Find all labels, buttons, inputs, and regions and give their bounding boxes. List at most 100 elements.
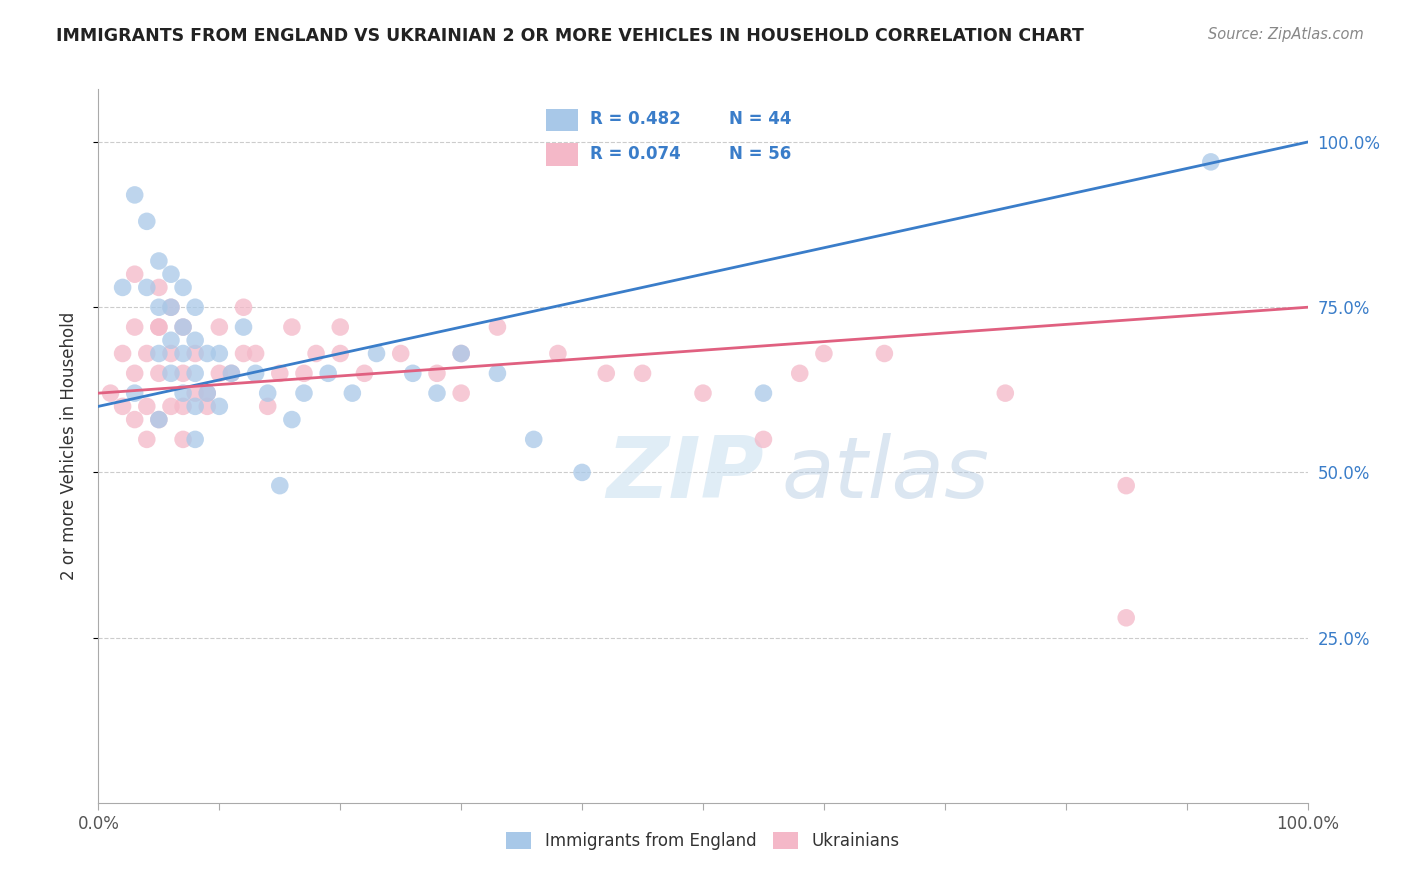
Y-axis label: 2 or more Vehicles in Household: 2 or more Vehicles in Household bbox=[59, 312, 77, 580]
Point bbox=[124, 367, 146, 381]
Point bbox=[172, 386, 194, 401]
Text: ZIP: ZIP bbox=[606, 433, 763, 516]
Point bbox=[135, 400, 157, 414]
Point bbox=[221, 367, 243, 381]
Point bbox=[124, 320, 146, 334]
Text: atlas: atlas bbox=[782, 433, 990, 516]
Point bbox=[692, 386, 714, 401]
Point bbox=[172, 280, 194, 294]
Text: Source: ZipAtlas.com: Source: ZipAtlas.com bbox=[1208, 27, 1364, 42]
Point bbox=[245, 367, 267, 381]
Point bbox=[281, 412, 304, 426]
Point bbox=[269, 478, 291, 492]
Point bbox=[172, 400, 194, 414]
Point bbox=[329, 320, 352, 334]
Point bbox=[752, 433, 775, 447]
Point bbox=[232, 300, 254, 314]
Point bbox=[160, 346, 183, 360]
Point bbox=[195, 386, 218, 401]
Point bbox=[269, 367, 291, 381]
Point bbox=[111, 280, 134, 294]
Point bbox=[184, 367, 207, 381]
Point bbox=[148, 412, 170, 426]
Point bbox=[124, 386, 146, 401]
Point bbox=[523, 433, 546, 447]
Point bbox=[184, 333, 207, 347]
Point bbox=[208, 320, 231, 334]
Point bbox=[221, 367, 243, 381]
Point bbox=[450, 346, 472, 360]
Point bbox=[135, 433, 157, 447]
Point bbox=[305, 346, 328, 360]
Point bbox=[124, 412, 146, 426]
Point bbox=[366, 346, 388, 360]
Point bbox=[100, 386, 122, 401]
Point bbox=[160, 367, 183, 381]
Point bbox=[486, 367, 509, 381]
Point bbox=[789, 367, 811, 381]
Point bbox=[148, 367, 170, 381]
Point bbox=[172, 433, 194, 447]
Point bbox=[342, 386, 364, 401]
Point bbox=[160, 267, 183, 281]
Point bbox=[232, 320, 254, 334]
Point bbox=[292, 367, 315, 381]
Point bbox=[389, 346, 412, 360]
Point bbox=[148, 254, 170, 268]
Point bbox=[124, 188, 146, 202]
Point bbox=[873, 346, 896, 360]
Point bbox=[281, 320, 304, 334]
Point bbox=[571, 466, 593, 480]
Point bbox=[148, 346, 170, 360]
Point bbox=[135, 280, 157, 294]
Point bbox=[450, 386, 472, 401]
Point bbox=[184, 400, 207, 414]
Point bbox=[1115, 611, 1137, 625]
Point bbox=[172, 346, 194, 360]
Point bbox=[172, 367, 194, 381]
Point bbox=[160, 333, 183, 347]
Point bbox=[172, 320, 194, 334]
Point bbox=[124, 267, 146, 281]
Point bbox=[148, 300, 170, 314]
Point bbox=[148, 412, 170, 426]
Point bbox=[329, 346, 352, 360]
Text: IMMIGRANTS FROM ENGLAND VS UKRAINIAN 2 OR MORE VEHICLES IN HOUSEHOLD CORRELATION: IMMIGRANTS FROM ENGLAND VS UKRAINIAN 2 O… bbox=[56, 27, 1084, 45]
Point bbox=[208, 346, 231, 360]
Point bbox=[208, 400, 231, 414]
Point bbox=[135, 214, 157, 228]
Point bbox=[450, 346, 472, 360]
Point bbox=[631, 367, 654, 381]
Point bbox=[316, 367, 339, 381]
Point bbox=[195, 386, 218, 401]
Point bbox=[1199, 154, 1222, 169]
Point bbox=[353, 367, 375, 381]
Point bbox=[148, 280, 170, 294]
Point bbox=[195, 400, 218, 414]
Point bbox=[486, 320, 509, 334]
Point bbox=[111, 346, 134, 360]
Point bbox=[195, 346, 218, 360]
Point bbox=[232, 346, 254, 360]
Point bbox=[813, 346, 835, 360]
Point bbox=[426, 367, 449, 381]
Point bbox=[994, 386, 1017, 401]
Point bbox=[184, 433, 207, 447]
Point bbox=[208, 367, 231, 381]
Point bbox=[256, 400, 278, 414]
Point bbox=[148, 320, 170, 334]
Point bbox=[160, 400, 183, 414]
Point bbox=[1115, 478, 1137, 492]
Point bbox=[184, 300, 207, 314]
Point bbox=[402, 367, 425, 381]
Point bbox=[292, 386, 315, 401]
Point bbox=[184, 386, 207, 401]
Point bbox=[547, 346, 569, 360]
Point bbox=[256, 386, 278, 401]
Point bbox=[135, 346, 157, 360]
Point bbox=[752, 386, 775, 401]
Point bbox=[160, 300, 183, 314]
Point bbox=[172, 320, 194, 334]
Legend: Immigrants from England, Ukrainians: Immigrants from England, Ukrainians bbox=[498, 824, 908, 859]
Point bbox=[426, 386, 449, 401]
